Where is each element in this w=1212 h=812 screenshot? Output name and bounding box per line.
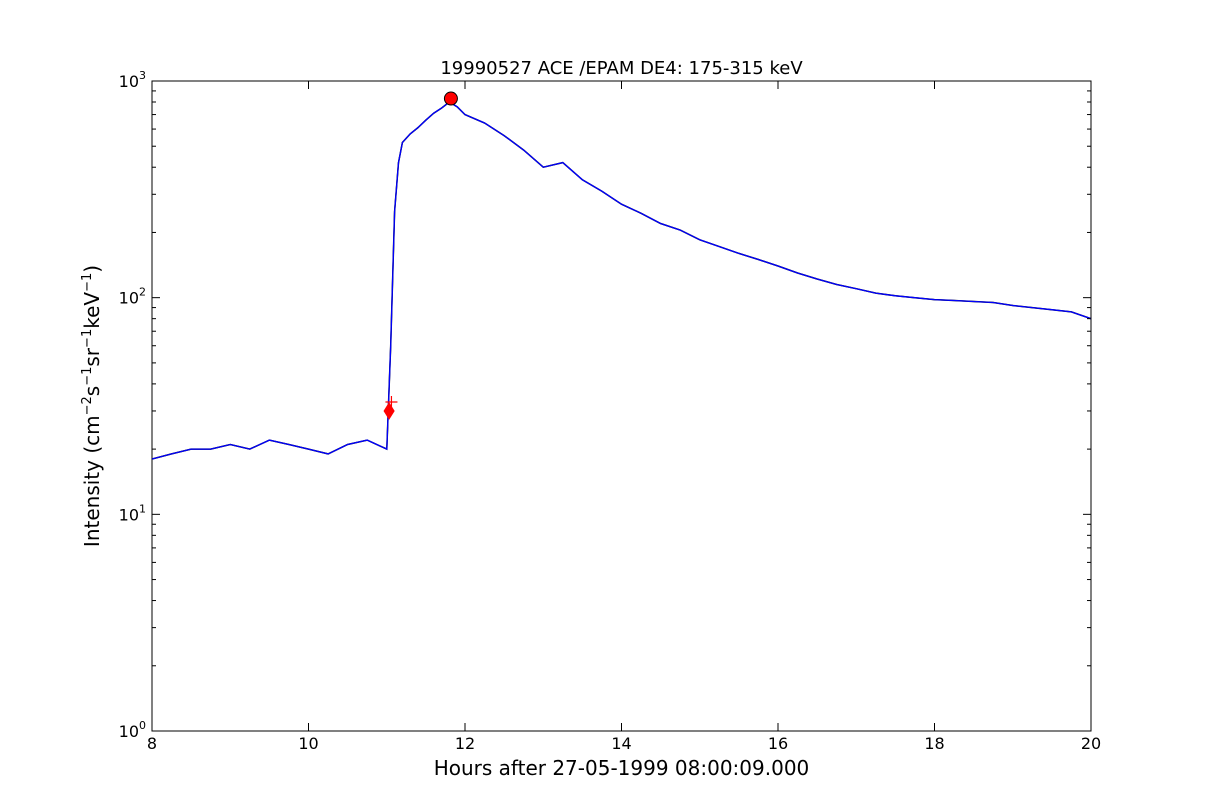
x-tick-label: 8 bbox=[147, 734, 157, 753]
tick-layer bbox=[151, 80, 1092, 732]
y-tick-labels: 100 101 102 103 bbox=[119, 69, 146, 741]
y-tick-label: 100 bbox=[119, 719, 146, 741]
x-tick-label: 16 bbox=[768, 734, 788, 753]
y-axis-title-exp2: −1 bbox=[80, 367, 95, 386]
marker-layer bbox=[383, 91, 458, 420]
series-line-smoothed bbox=[152, 101, 1091, 460]
y-axis-title-prefix: Intensity (cm bbox=[80, 415, 104, 547]
x-axis-title: Hours after 27-05-1999 08:00:09.000 bbox=[434, 756, 810, 780]
y-axis-title-exp4: −1 bbox=[80, 273, 95, 292]
plot-area bbox=[151, 80, 1092, 732]
y-axis-title-mid1: s bbox=[80, 386, 104, 396]
y-axis-title-exp1: −2 bbox=[80, 396, 95, 415]
x-tick-label: 12 bbox=[455, 734, 475, 753]
x-tick-labels: 8 10 12 14 16 18 20 bbox=[147, 734, 1101, 753]
onset-diamond-marker bbox=[383, 402, 395, 420]
series-layer bbox=[152, 101, 1091, 460]
y-axis-title-mid2: sr bbox=[80, 347, 104, 366]
x-tick-label: 20 bbox=[1081, 734, 1101, 753]
peak-marker bbox=[443, 91, 458, 106]
y-axis-title-exp3: −1 bbox=[80, 329, 95, 348]
y-tick-label: 103 bbox=[119, 69, 146, 91]
x-tick-label: 10 bbox=[298, 734, 318, 753]
x-tick-label: 18 bbox=[924, 734, 944, 753]
x-tick-label: 14 bbox=[611, 734, 631, 753]
onset-cross-marker bbox=[385, 395, 398, 408]
y-tick-label: 102 bbox=[119, 286, 146, 308]
y-axis-title-suffix: ) bbox=[80, 265, 104, 273]
y-tick-label: 101 bbox=[119, 502, 146, 524]
series-line-raw bbox=[152, 101, 1091, 460]
y-axis-title: Intensity (cm−2s−1sr−1keV−1) bbox=[80, 265, 104, 547]
y-axis-title-mid3: keV bbox=[80, 292, 104, 329]
plot-frame bbox=[151, 80, 1092, 732]
chart-title: 19990527 ACE /EPAM DE4: 175-315 keV bbox=[440, 58, 803, 79]
